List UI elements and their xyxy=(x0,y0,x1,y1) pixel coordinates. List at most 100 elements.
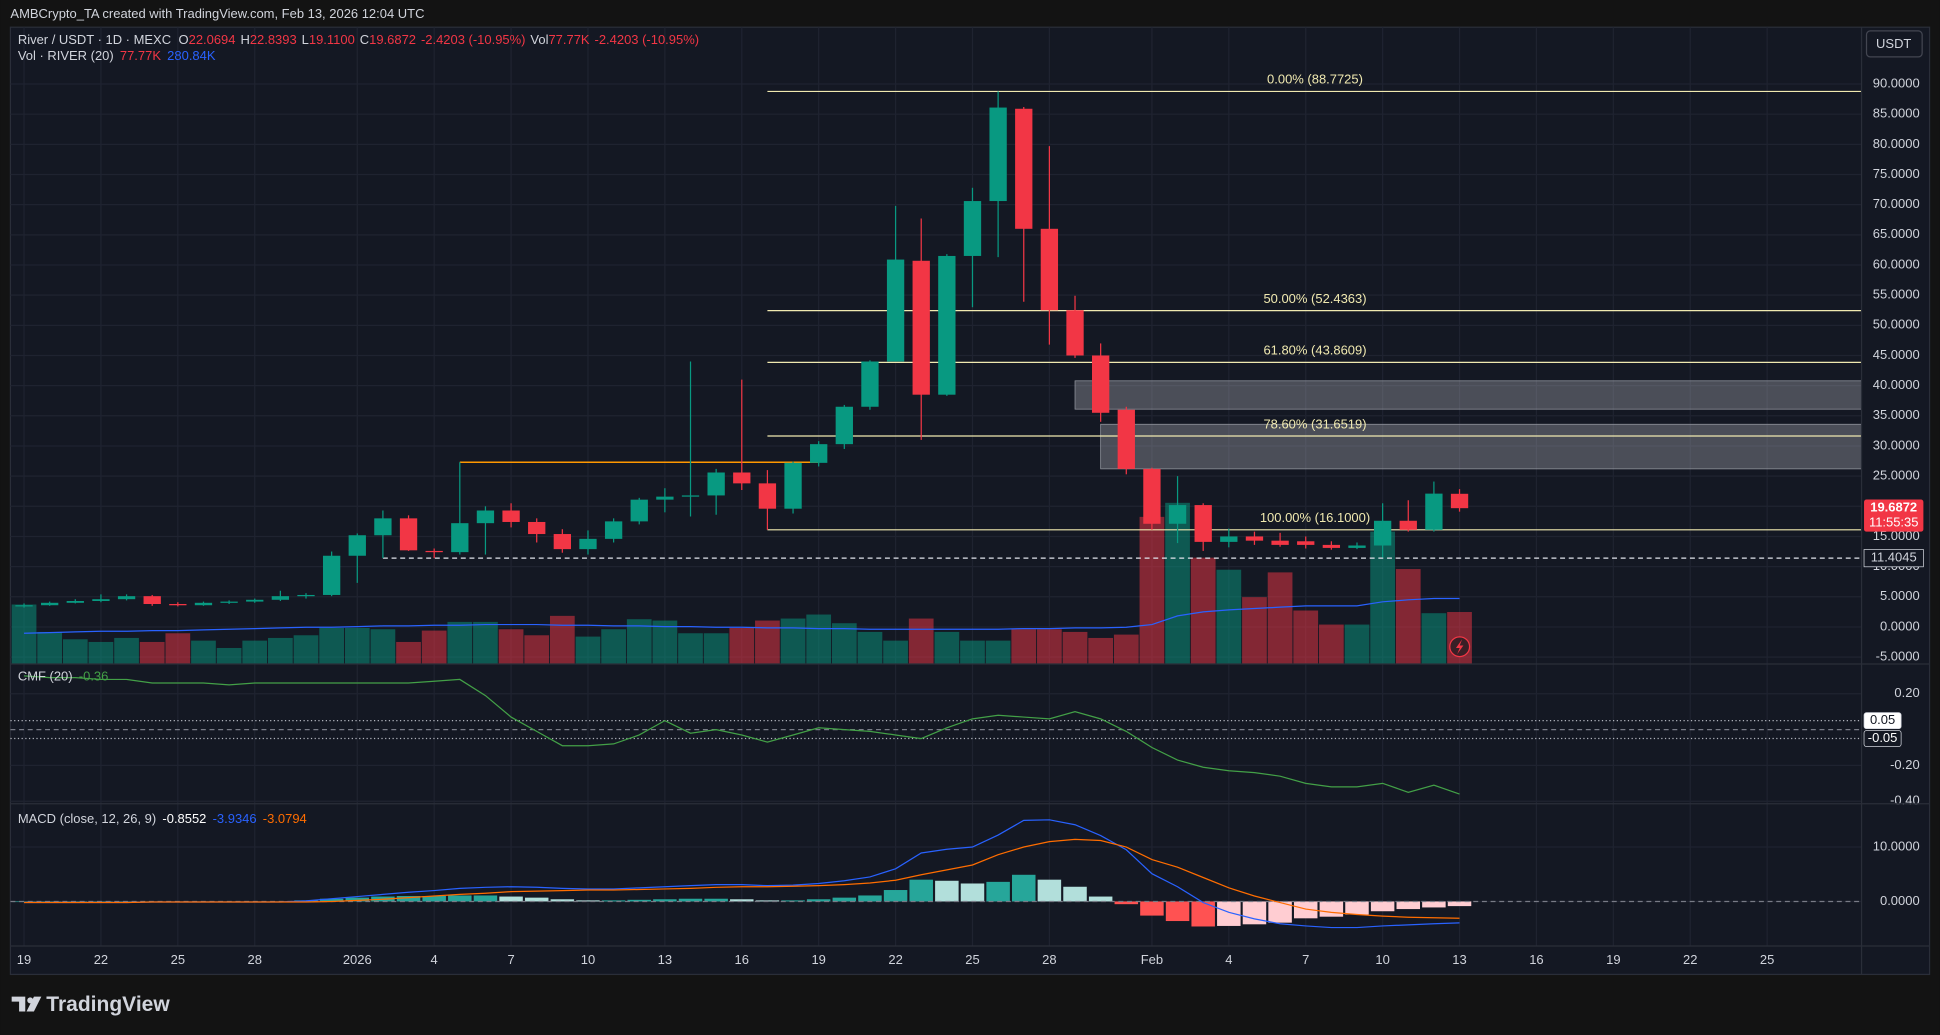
macd-hist-bar xyxy=(986,881,1010,902)
volume-bar xyxy=(1113,634,1139,665)
countdown-label: 11:55:35 xyxy=(1869,514,1919,529)
y-tick-label: 60.0000 xyxy=(1873,256,1920,271)
symbol: River / USDT · 1D · MEXC xyxy=(18,32,171,47)
x-tick-label: 4 xyxy=(1225,952,1232,967)
candle-body xyxy=(835,406,853,445)
last-price-label: 19.6872 xyxy=(1870,500,1917,515)
volume-bar xyxy=(1318,624,1344,665)
y-tick-label: 30.0000 xyxy=(1873,437,1920,452)
o-label: O xyxy=(179,32,189,47)
candle-body xyxy=(1450,493,1469,509)
volume-bar xyxy=(601,629,626,665)
l-value: 19.1100 xyxy=(309,32,355,47)
x-tick-label: 25 xyxy=(171,952,185,967)
candle-body xyxy=(41,602,59,606)
y-tick-label: 45.0000 xyxy=(1873,347,1920,362)
y-tick-label: 70.0000 xyxy=(1873,196,1920,211)
fib-label: 50.00% (52.4363) xyxy=(1263,291,1366,306)
volume-legend: Vol · RIVER (20) 77.77K 280.84K xyxy=(18,48,216,63)
macd-hist-bar xyxy=(1345,901,1369,915)
candle-body xyxy=(1220,536,1238,542)
candle-body xyxy=(451,523,469,553)
volume-bar xyxy=(1139,516,1165,665)
volume-bar xyxy=(498,629,524,665)
logo-slash xyxy=(26,996,42,1012)
candle-body xyxy=(1297,541,1315,545)
header-title: AMBCrypto_TA created with TradingView.co… xyxy=(10,6,424,21)
volume-bar xyxy=(370,629,396,665)
volume-bar xyxy=(831,623,857,665)
y-tick-label: 10.0000 xyxy=(1873,838,1920,853)
candle-body xyxy=(1015,108,1033,229)
last-price-box xyxy=(1864,499,1924,532)
candle-body xyxy=(784,462,802,509)
x-tick-label: 7 xyxy=(507,952,514,967)
y-tick-label: 75.0000 xyxy=(1873,166,1920,181)
currency-label[interactable]: USDT xyxy=(1876,36,1911,51)
candle-body xyxy=(528,521,546,535)
candle-body xyxy=(271,596,290,600)
candle-body xyxy=(322,555,341,595)
supply-zone xyxy=(1100,423,1862,470)
symbol-legend: River / USDT · 1D · MEXC O22.0694 H22.8393… xyxy=(18,32,699,47)
candle-body xyxy=(989,107,1007,202)
candle-body xyxy=(1168,505,1187,524)
y-tick-label: 0.20 xyxy=(1894,685,1919,700)
y-tick-label: 25.0000 xyxy=(1873,468,1920,483)
candle-body xyxy=(425,550,443,553)
volume-bar xyxy=(1037,629,1062,665)
volume-bar xyxy=(1344,624,1370,665)
candle-body xyxy=(861,361,879,407)
macd-hist-bar xyxy=(1012,874,1036,902)
volume-bar xyxy=(857,631,883,665)
volume-bar xyxy=(575,636,601,665)
macd-hist-bar xyxy=(960,883,985,902)
cmf-name: CMF (20) xyxy=(18,669,73,684)
macd-hist-bar xyxy=(601,900,626,902)
macd-hist-bar xyxy=(550,899,575,902)
volume-bar xyxy=(268,637,293,665)
volume-bar xyxy=(62,639,88,665)
candle-body xyxy=(1066,310,1084,356)
volume-bar xyxy=(1011,629,1037,665)
candle-body xyxy=(604,521,623,539)
volume-bar xyxy=(191,640,216,665)
cmf-band-label: 0.05 xyxy=(1870,712,1895,727)
macd-hist-bar xyxy=(1140,901,1164,916)
x-tick-label: 16 xyxy=(1529,952,1543,967)
macd-hist-bar xyxy=(345,897,370,902)
volume-bar xyxy=(1395,569,1421,665)
y-tick-label: 80.0000 xyxy=(1873,136,1920,151)
y-tick-label: 55.0000 xyxy=(1873,287,1920,302)
currency-button[interactable] xyxy=(1865,30,1923,58)
volume-bar xyxy=(37,631,63,665)
volume-ma-line xyxy=(24,597,1460,634)
cmf-legend: CMF (20) -0.36 xyxy=(18,669,109,684)
candle-body xyxy=(630,499,648,522)
x-tick-label: 13 xyxy=(1452,952,1466,967)
candle-body xyxy=(374,518,392,536)
volume-bar xyxy=(242,640,268,665)
candle-body xyxy=(169,604,187,606)
fib-label: 61.80% (43.8609) xyxy=(1263,343,1366,358)
x-tick-label: 22 xyxy=(94,952,108,967)
candle-body xyxy=(1117,409,1135,469)
candle-body xyxy=(656,496,674,500)
macd-hist-bar xyxy=(1037,879,1062,902)
candle-body xyxy=(143,596,161,605)
candle-body xyxy=(810,444,828,463)
y-tick-label: 0.0000 xyxy=(1880,618,1920,633)
macd-hist-bar xyxy=(1063,886,1087,902)
x-tick-label: 25 xyxy=(965,952,979,967)
volume-bar xyxy=(678,633,703,665)
volume-bar xyxy=(344,627,370,665)
candle-body xyxy=(502,510,520,522)
volume-bar xyxy=(139,641,165,665)
x-tick-label: Feb xyxy=(1141,952,1163,967)
x-tick-label: 19 xyxy=(1606,952,1620,967)
volume-bar xyxy=(473,621,498,665)
x-tick-label: 16 xyxy=(735,952,749,967)
candle-body xyxy=(1271,540,1289,545)
candle-body xyxy=(1091,355,1110,413)
